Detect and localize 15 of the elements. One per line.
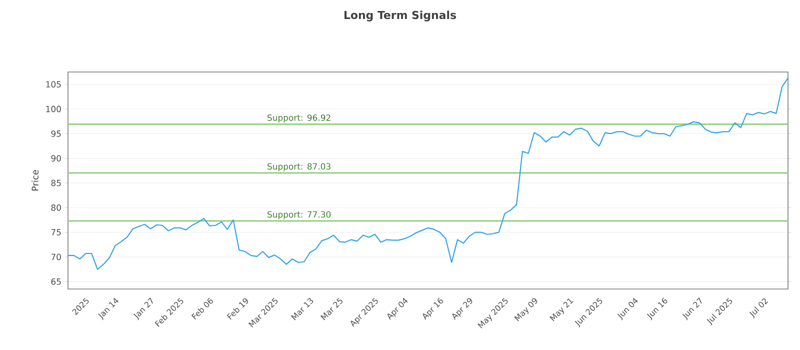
ref-line-label: Support: 87.03 bbox=[268, 163, 330, 172]
ref-line-label: Support: 77.30 bbox=[268, 211, 331, 220]
line-series bbox=[67, 77, 789, 270]
y-tick-label: 95 bbox=[51, 130, 61, 137]
y-tick-label: 85 bbox=[51, 180, 61, 186]
y-tick-label: 75 bbox=[51, 229, 61, 236]
chart-title: Long Term Signals bbox=[344, 10, 456, 22]
y-tick-label: 100 bbox=[46, 106, 61, 112]
y-tick-label: 105 bbox=[46, 81, 61, 88]
y-tick-label: 70 bbox=[51, 254, 61, 260]
y-tick-label: 65 bbox=[51, 278, 61, 285]
y-axis-title: Price bbox=[32, 170, 38, 191]
y-tick-label: 90 bbox=[51, 155, 61, 162]
y-tick-label: 80 bbox=[51, 204, 61, 211]
ref-line-label: Support: 96.92 bbox=[268, 114, 330, 122]
